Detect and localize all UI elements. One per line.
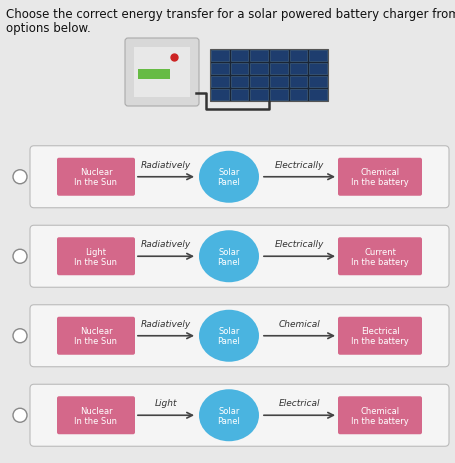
FancyBboxPatch shape	[30, 226, 449, 288]
FancyBboxPatch shape	[338, 238, 422, 275]
FancyBboxPatch shape	[250, 90, 268, 101]
FancyBboxPatch shape	[290, 64, 307, 75]
Ellipse shape	[199, 310, 259, 362]
Text: Solar
Panel: Solar Panel	[217, 326, 240, 346]
FancyBboxPatch shape	[138, 70, 170, 80]
FancyBboxPatch shape	[270, 77, 288, 88]
Text: Light: Light	[155, 398, 177, 407]
FancyBboxPatch shape	[134, 48, 190, 98]
FancyBboxPatch shape	[210, 50, 328, 102]
FancyBboxPatch shape	[290, 77, 307, 88]
Text: Solar
Panel: Solar Panel	[217, 168, 240, 187]
Text: Light
In the Sun: Light In the Sun	[75, 247, 117, 266]
Circle shape	[13, 408, 27, 422]
FancyBboxPatch shape	[309, 51, 327, 62]
Text: Nuclear
In the Sun: Nuclear In the Sun	[75, 406, 117, 425]
FancyBboxPatch shape	[290, 51, 307, 62]
FancyBboxPatch shape	[211, 51, 229, 62]
FancyBboxPatch shape	[30, 146, 449, 208]
FancyBboxPatch shape	[290, 90, 307, 101]
FancyBboxPatch shape	[211, 64, 229, 75]
Text: Choose the correct energy transfer for a solar powered battery charger from the: Choose the correct energy transfer for a…	[6, 8, 455, 21]
FancyBboxPatch shape	[309, 77, 327, 88]
Ellipse shape	[199, 389, 259, 441]
Text: Radiatively: Radiatively	[141, 160, 191, 169]
FancyBboxPatch shape	[250, 51, 268, 62]
Text: Radiatively: Radiatively	[141, 319, 191, 328]
Ellipse shape	[199, 151, 259, 203]
FancyBboxPatch shape	[30, 305, 449, 367]
Text: Electrically: Electrically	[275, 240, 324, 249]
Text: Nuclear
In the Sun: Nuclear In the Sun	[75, 326, 117, 346]
Text: Electrical: Electrical	[279, 398, 320, 407]
Text: Chemical: Chemical	[278, 319, 320, 328]
FancyBboxPatch shape	[231, 77, 248, 88]
FancyBboxPatch shape	[338, 317, 422, 355]
FancyBboxPatch shape	[211, 90, 229, 101]
FancyBboxPatch shape	[57, 396, 135, 434]
FancyBboxPatch shape	[338, 158, 422, 196]
Text: Chemical
In the battery: Chemical In the battery	[351, 406, 409, 425]
Text: Solar
Panel: Solar Panel	[217, 247, 240, 266]
FancyBboxPatch shape	[211, 77, 229, 88]
FancyBboxPatch shape	[57, 158, 135, 196]
FancyBboxPatch shape	[250, 77, 268, 88]
Text: Electrical
In the battery: Electrical In the battery	[351, 326, 409, 346]
FancyBboxPatch shape	[231, 64, 248, 75]
Circle shape	[13, 170, 27, 184]
FancyBboxPatch shape	[270, 64, 288, 75]
FancyBboxPatch shape	[309, 90, 327, 101]
Text: Nuclear
In the Sun: Nuclear In the Sun	[75, 168, 117, 187]
Text: Solar
Panel: Solar Panel	[217, 406, 240, 425]
FancyBboxPatch shape	[231, 90, 248, 101]
FancyBboxPatch shape	[250, 64, 268, 75]
FancyBboxPatch shape	[125, 39, 199, 107]
FancyBboxPatch shape	[30, 384, 449, 446]
Text: Chemical
In the battery: Chemical In the battery	[351, 168, 409, 187]
Text: options below.: options below.	[6, 22, 91, 35]
FancyBboxPatch shape	[231, 51, 248, 62]
FancyBboxPatch shape	[57, 238, 135, 275]
Ellipse shape	[199, 231, 259, 282]
FancyBboxPatch shape	[57, 317, 135, 355]
FancyBboxPatch shape	[309, 64, 327, 75]
FancyBboxPatch shape	[338, 396, 422, 434]
Text: Electrically: Electrically	[275, 160, 324, 169]
Circle shape	[13, 329, 27, 343]
Text: Radiatively: Radiatively	[141, 240, 191, 249]
Circle shape	[13, 250, 27, 264]
FancyBboxPatch shape	[270, 90, 288, 101]
FancyBboxPatch shape	[270, 51, 288, 62]
Text: Current
In the battery: Current In the battery	[351, 247, 409, 266]
